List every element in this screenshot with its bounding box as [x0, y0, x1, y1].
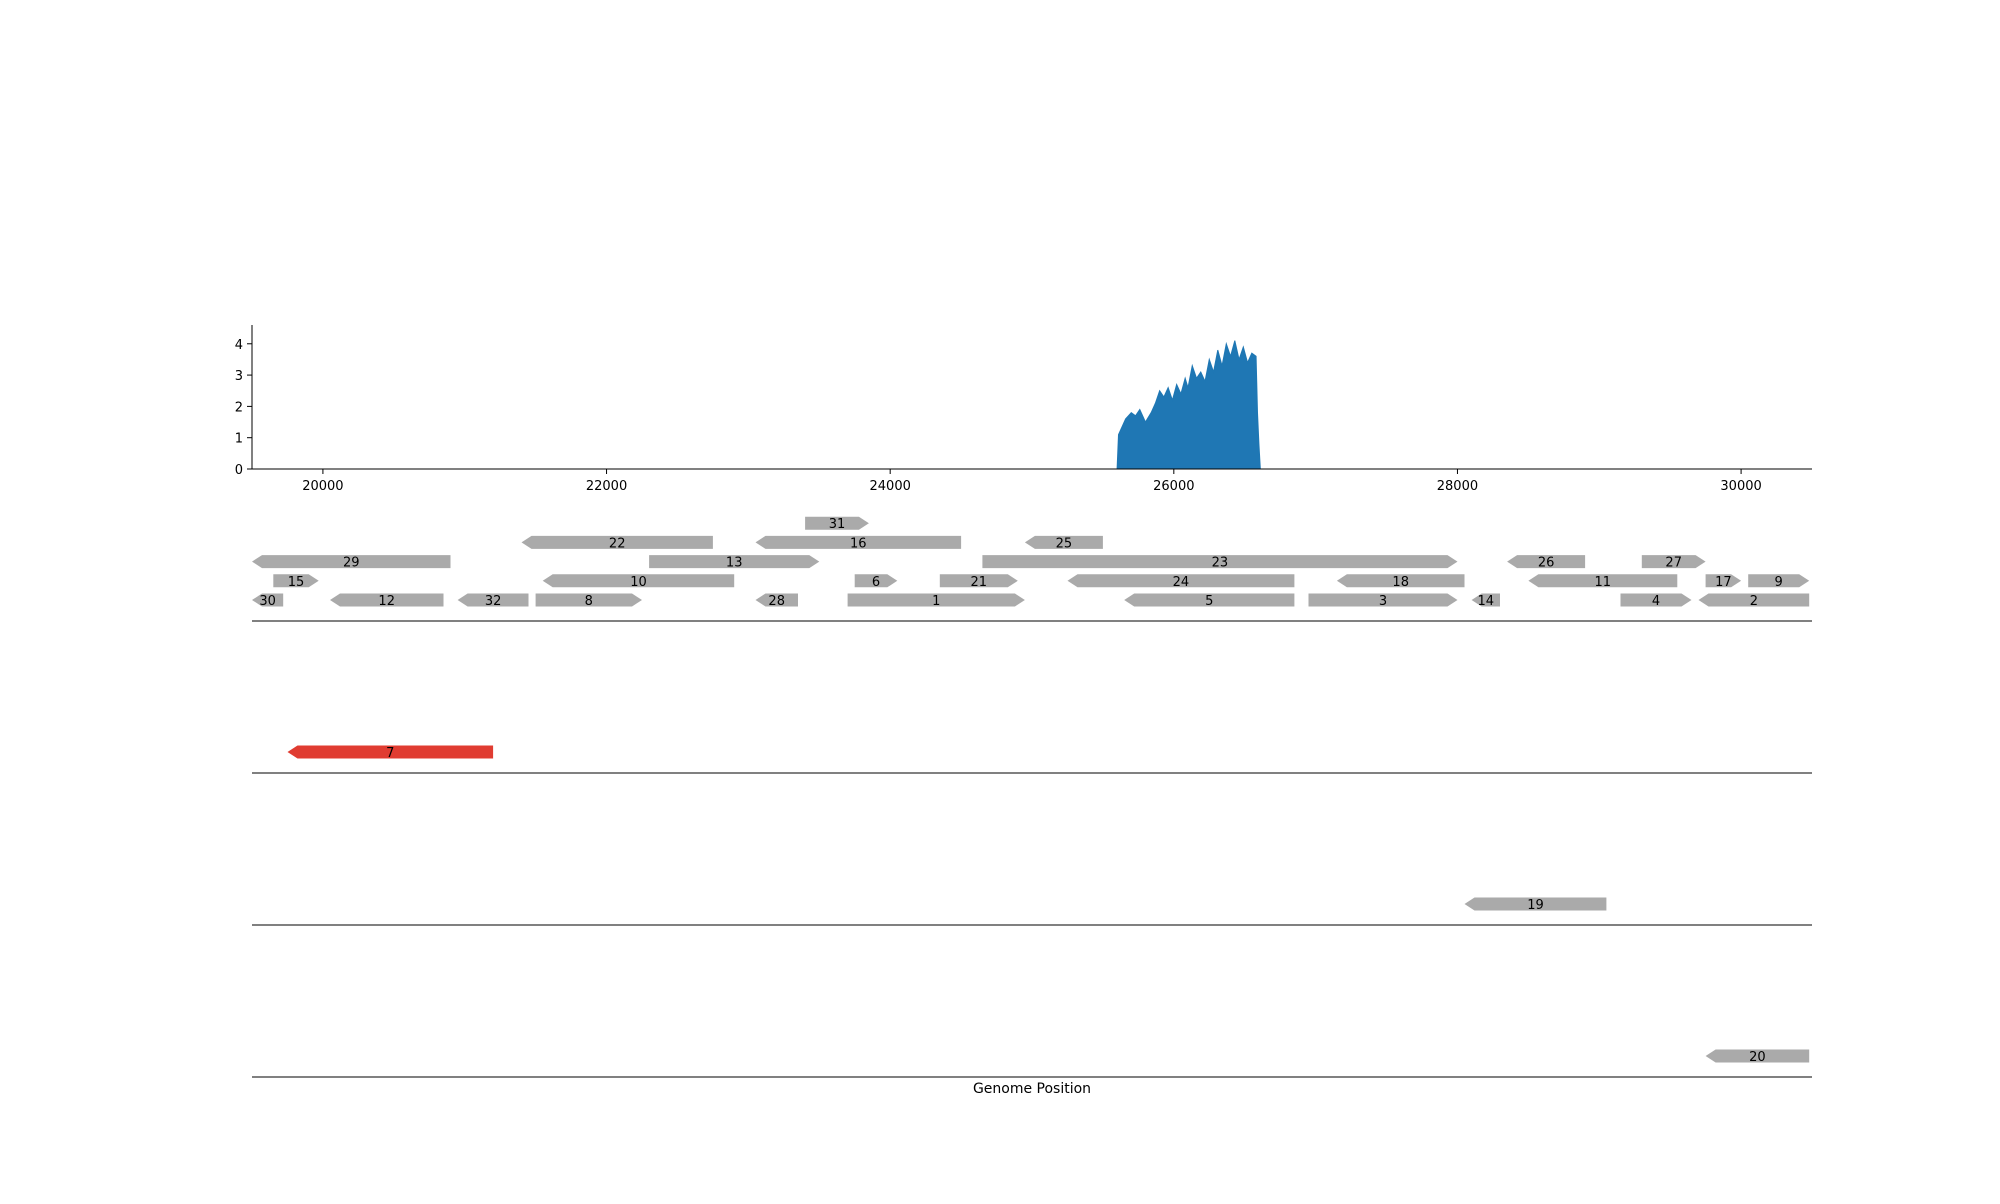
coverage-panel: 0 1 2 3 4 20000 22000 24000 26000 28000 30000: [235, 325, 1812, 494]
gene-arrow: [1124, 593, 1295, 607]
y-tick-label: 4: [235, 338, 243, 353]
gene-label: 7: [386, 746, 394, 761]
gene-arrow: [847, 593, 1025, 607]
gene-track: 7: [252, 745, 1812, 774]
gene-label: 16: [850, 536, 867, 551]
x-tick-label: 28000: [1437, 479, 1478, 494]
x-tick-label: 24000: [870, 479, 911, 494]
gene-arrow: [1308, 593, 1458, 607]
gene-arrow: [755, 593, 798, 607]
gene-label: 31: [829, 517, 846, 532]
gene-label: 25: [1056, 536, 1073, 551]
gene-arrow: [1067, 574, 1295, 588]
x-tick-label: 22000: [586, 479, 627, 494]
gene-arrow: [252, 555, 451, 569]
gene-label: 9: [1775, 575, 1783, 590]
gene-label: 26: [1538, 556, 1555, 571]
gene-label: 30: [259, 594, 276, 609]
gene-label: 8: [585, 594, 593, 609]
gene-arrow: [1336, 574, 1465, 588]
gene-label: 2: [1750, 594, 1758, 609]
x-axis-label: Genome Position: [973, 1081, 1091, 1097]
y-tick-label: 2: [235, 400, 243, 415]
gene-arrow: [1464, 897, 1607, 911]
gene-arrow: [273, 574, 319, 588]
gene-label: 17: [1715, 575, 1732, 590]
gene-label: 4: [1652, 594, 1660, 609]
gene-arrow: [1705, 574, 1742, 588]
gene-label: 24: [1173, 575, 1190, 590]
gene-arrow: [755, 535, 962, 549]
gene-label: 10: [630, 575, 647, 590]
gene-label: 1: [932, 594, 940, 609]
gene-label: 11: [1595, 575, 1612, 590]
gene-arrow: [1471, 593, 1500, 607]
gene-arrow: [1528, 574, 1678, 588]
gene-arrow: [854, 574, 898, 588]
gene-label: 13: [726, 556, 743, 571]
y-axis-ticks: 0 1 2 3 4: [235, 338, 252, 478]
coverage-area: [252, 340, 1812, 470]
gene-label: 12: [378, 594, 395, 609]
gene-track: 19: [252, 897, 1812, 926]
gene-label: 32: [485, 594, 502, 609]
x-axis-ticks: 20000 22000 24000 26000 28000 30000: [302, 469, 1762, 494]
gene-label: 6: [872, 575, 880, 590]
gene-arrow: [542, 574, 735, 588]
gene-label: 19: [1527, 898, 1544, 913]
gene-label: 28: [768, 594, 785, 609]
gene-label: 5: [1205, 594, 1213, 609]
gene-arrow: [1705, 1049, 1810, 1063]
x-tick-label: 20000: [302, 479, 343, 494]
gene-label: 29: [343, 556, 360, 571]
gene-label: 23: [1212, 556, 1229, 571]
gene-label: 21: [971, 575, 988, 590]
gene-track: 20: [252, 1049, 1812, 1078]
gene-label: 14: [1478, 594, 1495, 609]
gene-arrow: [287, 745, 494, 759]
gene-arrow: [1507, 555, 1586, 569]
gene-arrow: [457, 593, 529, 607]
gene-arrow: [1698, 593, 1810, 607]
gene-arrow: [1641, 555, 1706, 569]
gene-arrow: [1620, 593, 1692, 607]
y-tick-label: 1: [235, 432, 243, 447]
gene-label: 3: [1379, 594, 1387, 609]
gene-label: 15: [288, 575, 305, 590]
gene-arrow: [805, 516, 869, 530]
x-tick-label: 26000: [1153, 479, 1194, 494]
gene-label: 27: [1665, 556, 1682, 571]
gene-label: 18: [1392, 575, 1409, 590]
gene-arrow: [330, 593, 444, 607]
gene-arrow: [252, 593, 284, 607]
x-tick-label: 30000: [1720, 479, 1761, 494]
gene-arrow: [939, 574, 1018, 588]
gene-label: 20: [1749, 1050, 1766, 1065]
gene-arrow: [1748, 574, 1810, 588]
gene-arrow: [1024, 535, 1103, 549]
gene-label: 22: [609, 536, 626, 551]
gene-arrow: [649, 555, 820, 569]
gene-arrow: [982, 555, 1458, 569]
y-tick-label: 0: [235, 463, 243, 478]
gene-arrow: [535, 593, 642, 607]
gene-arrow: [521, 535, 713, 549]
y-tick-label: 3: [235, 369, 243, 384]
